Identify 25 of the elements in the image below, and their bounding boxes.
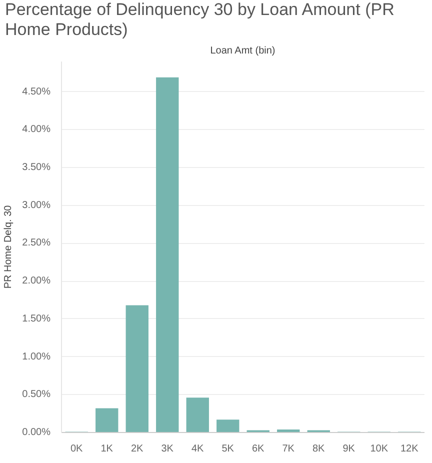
chart-title: Percentage of Delinquency 30 by Loan Amount (PR Home Products) xyxy=(5,0,396,40)
x-tick-label: 8K xyxy=(312,444,326,454)
y-tick-label: 0.00% xyxy=(22,427,51,438)
x-tick-label: 0K xyxy=(70,444,84,454)
x-tick-label: 9K xyxy=(342,444,356,454)
y-tick-label: 2.50% xyxy=(22,238,51,249)
x-tick-label: 7K xyxy=(282,444,295,454)
y-tick-label: 3.50% xyxy=(22,162,51,173)
x-tick-label: 1K xyxy=(100,444,114,454)
x-tick-label: 10K xyxy=(370,444,388,454)
x-tick-label: 5K xyxy=(222,444,234,454)
y-tick-label: 1.00% xyxy=(22,351,51,362)
x-tick-label: 2K xyxy=(131,444,144,454)
x-axis-title: Loan Amt (bin) xyxy=(210,46,276,56)
x-tick-label: 4K xyxy=(192,444,204,454)
y-tick-label: 2.00% xyxy=(22,276,51,287)
y-tick-label: 1.50% xyxy=(22,313,51,324)
y-tick-label: 4.00% xyxy=(22,124,51,136)
y-axis-title: PR Home Delq. 30 xyxy=(3,204,14,289)
x-tick-label: 6K xyxy=(252,444,265,454)
y-tick-label: 3.00% xyxy=(22,200,51,211)
x-tick-label: 12K xyxy=(400,444,419,454)
x-tick-label: 3K xyxy=(161,444,174,454)
y-tick-label: 0.50% xyxy=(22,389,51,400)
y-tick-label: 4.50% xyxy=(22,86,51,98)
